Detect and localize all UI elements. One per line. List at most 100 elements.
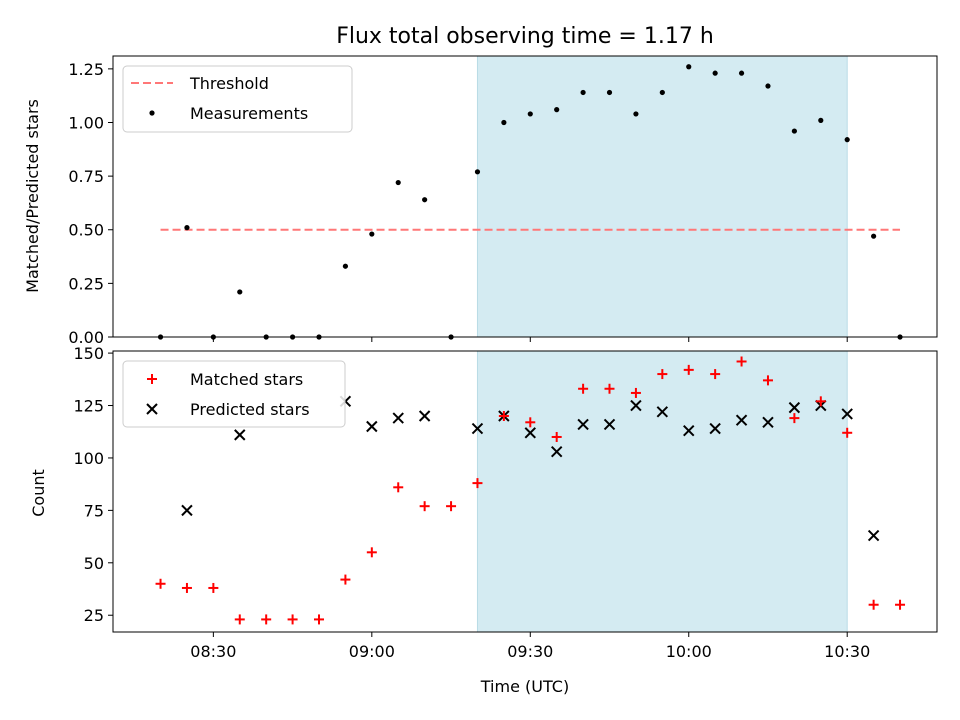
- matched-stars-point: [630, 387, 641, 398]
- matched-stars-point: [895, 599, 906, 610]
- measurement-point: [395, 179, 401, 186]
- measurement-point: [369, 231, 375, 237]
- matched-stars-point: [234, 614, 245, 625]
- y-tick-label: 1.25: [68, 60, 104, 79]
- predicted-stars-point: [762, 416, 774, 429]
- x-tick-label: 10:00: [666, 642, 712, 661]
- predicted-stars-point: [181, 504, 193, 517]
- bottom-legend-frame: [122, 360, 346, 428]
- measurement-point: [501, 119, 507, 126]
- predicted-stars-point: [735, 414, 748, 426]
- predicted-stars-point: [234, 429, 246, 441]
- y-tick-label: 0.25: [68, 274, 104, 293]
- measurement-point: [791, 128, 797, 134]
- matched-stars-point: [314, 614, 324, 625]
- predicted-stars-point: [418, 410, 431, 422]
- y-tick-label: 75: [84, 501, 104, 520]
- matched-stars-point: [578, 383, 589, 394]
- x-tick-label: 09:30: [507, 642, 553, 661]
- measurement-point: [184, 225, 190, 231]
- measurement-point: [342, 263, 349, 269]
- y-tick-label: 25: [84, 606, 104, 625]
- top-y-axis-label: Matched/Predicted stars: [23, 99, 42, 293]
- predicted-stars-point: [709, 422, 721, 435]
- predicted-stars-point: [366, 420, 378, 433]
- x-tick-label: 09:00: [349, 642, 395, 661]
- legend-measurements-label: Measurements: [190, 104, 308, 123]
- measurement-point: [738, 70, 745, 76]
- predicted-stars-point: [683, 424, 695, 437]
- measurement-point: [474, 169, 481, 175]
- top-legend-frame: [122, 65, 353, 133]
- x-tick-label: 08:30: [190, 642, 236, 661]
- matched-stars-point: [261, 614, 272, 625]
- legend-threshold-label: Threshold: [189, 74, 269, 93]
- predicted-stars-point: [577, 418, 589, 431]
- matched-stars-point: [155, 578, 166, 589]
- matched-stars-point: [419, 501, 430, 512]
- matched-stars-point: [446, 501, 457, 512]
- bottom-legend: Matched stars Predicted stars: [122, 360, 346, 428]
- legend-matched-swatch: [147, 374, 157, 384]
- predicted-stars-point: [630, 399, 642, 412]
- predicted-stars-point: [392, 412, 404, 424]
- predicted-stars-point: [788, 401, 801, 414]
- legend-predicted-swatch: [146, 403, 158, 415]
- matched-stars-point: [657, 369, 668, 380]
- matched-stars-point: [551, 431, 562, 442]
- matched-stars-point: [762, 375, 773, 386]
- matched-stars-point: [181, 582, 192, 593]
- matched-stars-point: [789, 413, 800, 424]
- measurement-point: [554, 107, 560, 113]
- observing-window-shade: [476, 350, 848, 633]
- predicted-stars-point: [656, 406, 669, 418]
- bottom-panel: 25 50 75 100 125 150 08:30 09:00 09:30 10:00 10:3…: [29, 344, 938, 696]
- measurement-point: [712, 70, 718, 76]
- predicted-stars-point: [524, 427, 536, 439]
- matched-stars-point: [736, 356, 747, 367]
- matched-stars-point: [208, 582, 219, 593]
- y-tick-label: 100: [73, 449, 104, 468]
- matched-stars-point: [472, 478, 483, 489]
- predicted-stars-point: [867, 529, 880, 542]
- x-axis-label: Time (UTC): [480, 677, 569, 696]
- measurement-point: [527, 111, 533, 117]
- x-tick-label: 10:30: [824, 642, 870, 661]
- matched-stars-point: [498, 411, 509, 422]
- matched-stars-point: [710, 369, 721, 380]
- y-tick-label: 0.50: [68, 221, 104, 240]
- matched-stars-point: [366, 547, 377, 558]
- bottom-axes-frame: [112, 350, 938, 633]
- y-tick-label: 1.00: [68, 113, 104, 132]
- measurement-point: [686, 64, 692, 70]
- legend-predicted-label: Predicted stars: [190, 400, 310, 419]
- matched-stars-point: [683, 364, 694, 375]
- top-panel: 0.00 0.25 0.50 0.75 1.00 1.25 Matched/Predict…: [23, 55, 938, 347]
- y-tick-label: 150: [73, 344, 104, 363]
- y-tick-label: 0.75: [68, 167, 104, 186]
- matched-stars-point: [340, 574, 351, 585]
- y-tick-label: 50: [84, 554, 104, 573]
- bottom-y-axis-label: Count: [29, 469, 48, 517]
- measurement-point: [765, 83, 771, 89]
- matched-stars-point: [287, 614, 298, 625]
- measurement-point: [237, 289, 243, 295]
- matched-stars-point: [842, 427, 853, 438]
- measurement-point: [871, 233, 877, 239]
- predicted-stars-point: [603, 418, 616, 431]
- measurement-point: [422, 197, 428, 203]
- matched-stars-point: [815, 396, 826, 407]
- matched-stars-point: [393, 482, 404, 493]
- predicted-stars-point: [471, 422, 484, 435]
- measurement-point: [818, 117, 824, 123]
- chart-title: Flux total observing time = 1.17 h: [336, 24, 714, 49]
- matched-stars-point: [868, 599, 879, 610]
- y-tick-label: 125: [73, 397, 104, 416]
- measurement-point: [659, 89, 665, 96]
- top-legend: Threshold Measurements: [122, 65, 353, 133]
- top-axes-frame: [112, 55, 938, 338]
- measurement-point: [633, 111, 639, 117]
- matched-stars-point: [604, 383, 615, 394]
- measurement-point: [606, 89, 613, 96]
